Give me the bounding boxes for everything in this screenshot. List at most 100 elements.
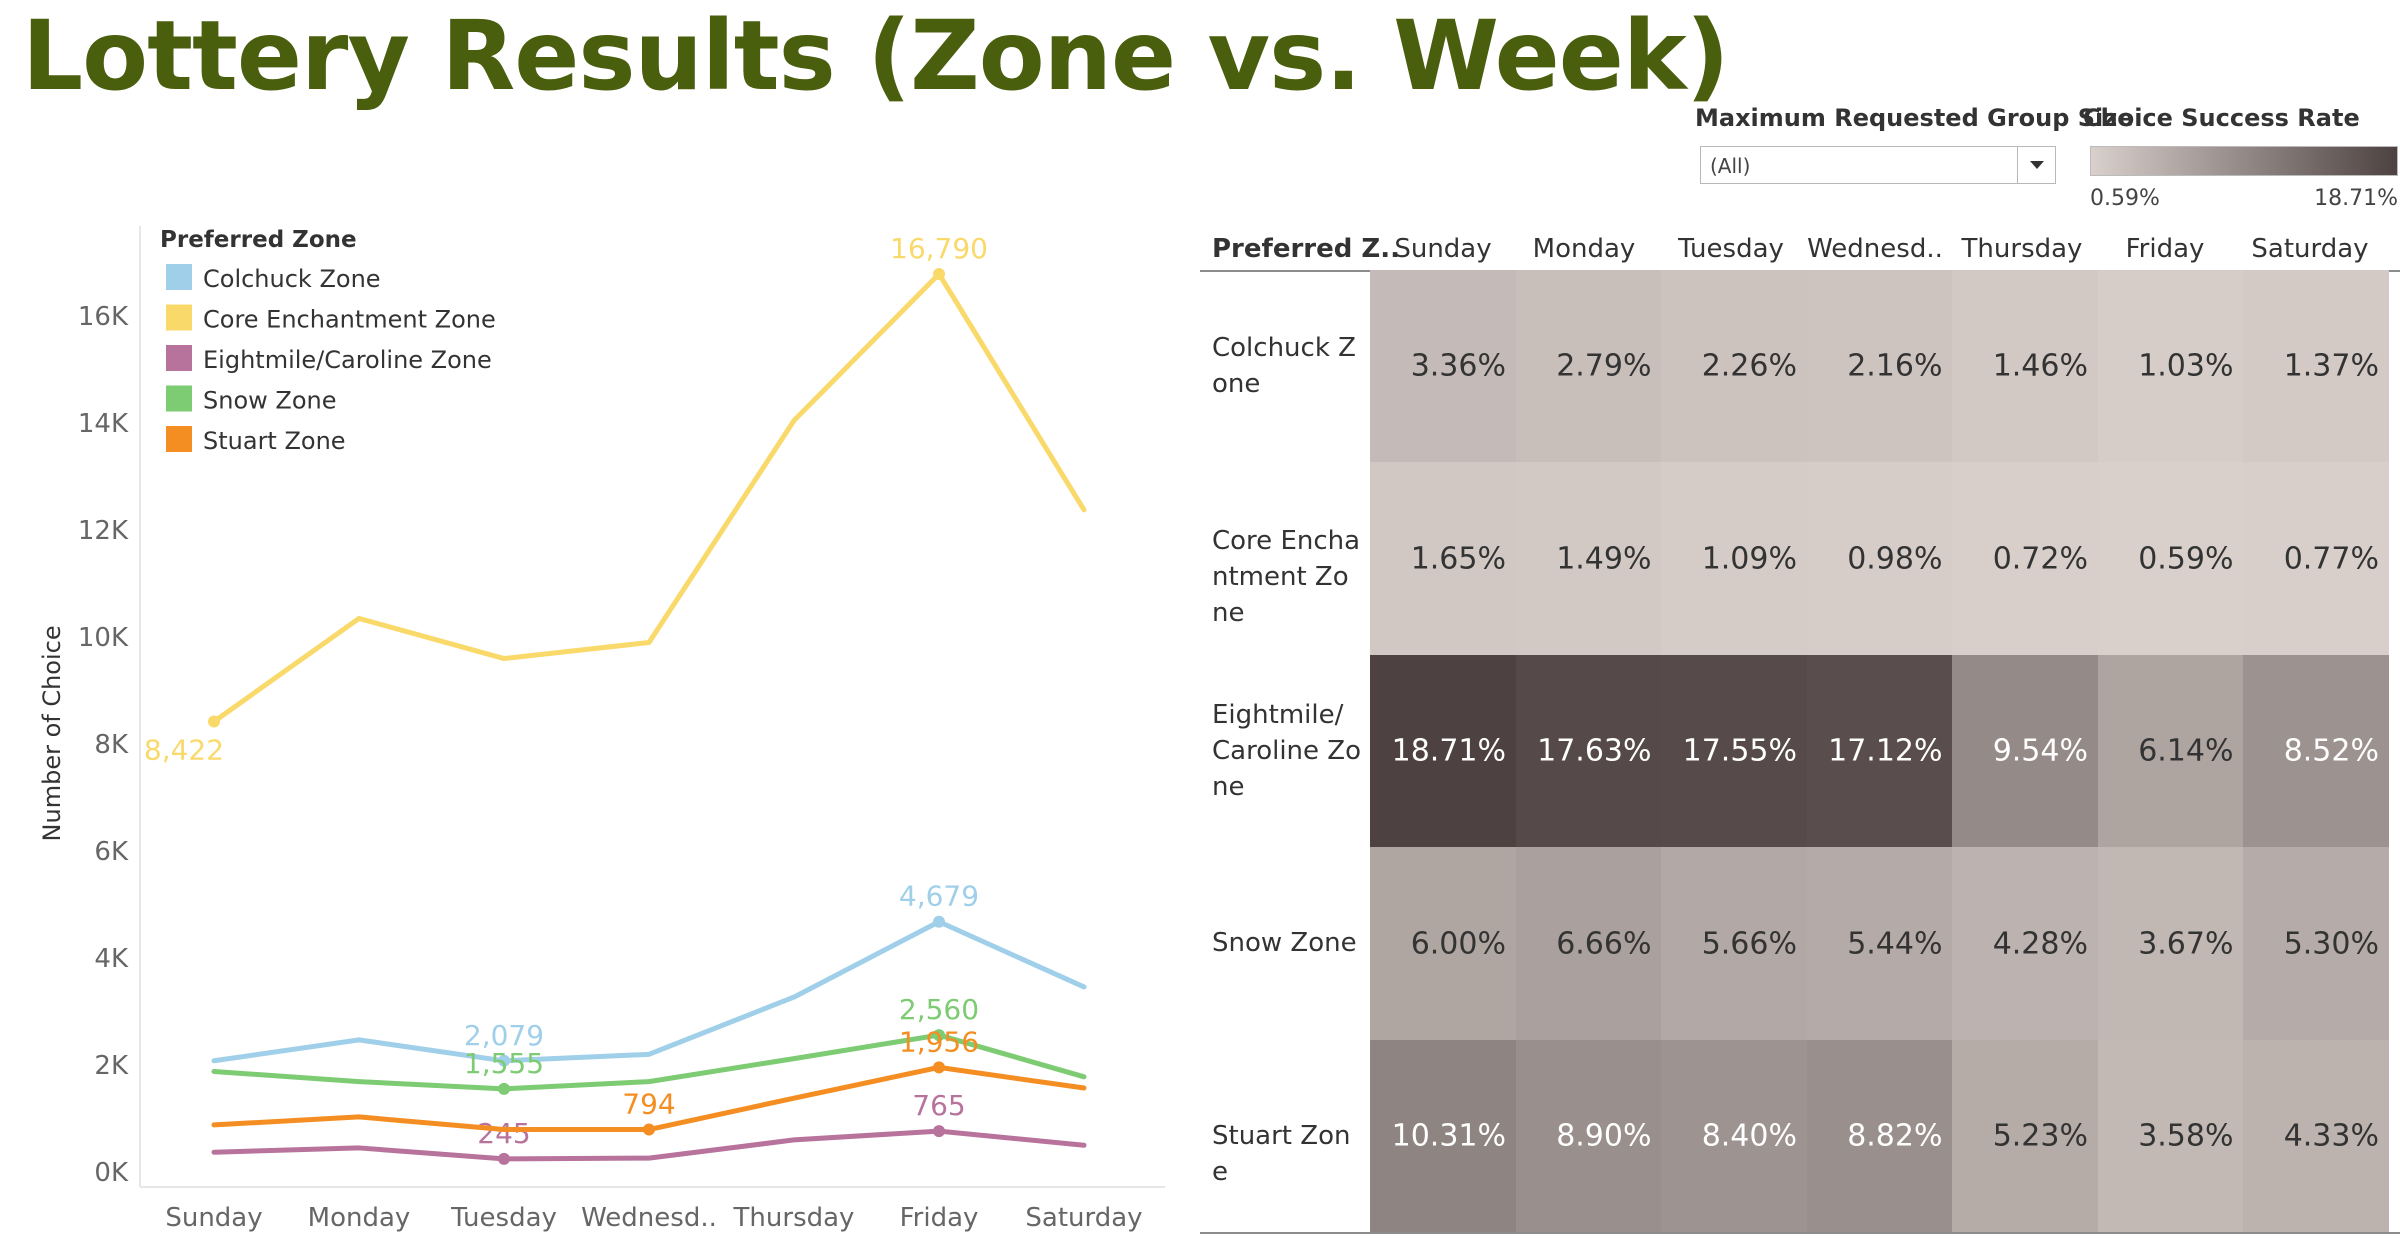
heatmap-cell[interactable]: 2.26% xyxy=(1661,270,1807,463)
y-tick-label: 2K xyxy=(94,1051,129,1081)
heatmap-cell[interactable]: 10.31% xyxy=(1370,1039,1516,1233)
y-tick-label: 10K xyxy=(78,623,129,653)
heatmap-cell-value: 1.65% xyxy=(1410,541,1506,577)
heatmap-cell[interactable]: 1.49% xyxy=(1515,462,1662,656)
data-label: 245 xyxy=(477,1117,530,1150)
heatmap-cell-value: 8.40% xyxy=(1701,1118,1797,1154)
heatmap-cell-value: 4.28% xyxy=(1992,926,2088,962)
heatmap-cell-value: 1.37% xyxy=(2283,348,2379,384)
heatmap-cell[interactable]: 1.09% xyxy=(1661,462,1807,656)
heatmap-cell[interactable]: 0.77% xyxy=(2243,462,2389,656)
heatmap-cell[interactable]: 1.37% xyxy=(2243,270,2389,463)
group-size-filter-label: Maximum Requested Group Size xyxy=(1695,104,2134,132)
heatmap-column-header: Saturday xyxy=(2251,234,2369,264)
heatmap-column-header: Friday xyxy=(2125,234,2205,264)
heatmap-cell-value: 0.77% xyxy=(2283,541,2379,577)
legend-title: Preferred Zone xyxy=(160,227,357,253)
heatmap-cell-value: 6.14% xyxy=(2138,733,2234,769)
heatmap-cell[interactable]: 0.59% xyxy=(2097,462,2244,656)
data-point xyxy=(498,1082,510,1095)
heatmap-cell-value: 8.52% xyxy=(2283,733,2379,769)
data-point xyxy=(498,1054,510,1067)
heatmap-cell[interactable]: 5.44% xyxy=(1806,847,1953,1041)
heatmap-cell[interactable]: 6.00% xyxy=(1370,847,1516,1041)
heatmap-cell[interactable]: 1.03% xyxy=(2097,270,2244,463)
data-point xyxy=(933,267,945,280)
data-label: 8,422 xyxy=(144,734,224,767)
legend-entry: Eightmile/Caroline Zone xyxy=(203,346,492,374)
heatmap-row-label: Colchuck Zone xyxy=(1212,333,1356,400)
legend-swatch xyxy=(166,385,192,412)
heatmap-cell[interactable]: 6.14% xyxy=(2097,654,2244,848)
heatmap-cell-value: 3.67% xyxy=(2138,926,2234,962)
color-legend-title: Choice Success Rate xyxy=(2083,104,2360,132)
heatmap-cell[interactable]: 9.54% xyxy=(1952,654,2098,848)
heatmap-cell-value: 6.66% xyxy=(1556,926,1652,962)
heatmap-cell[interactable]: 5.30% xyxy=(2243,847,2389,1041)
x-tick-label: Thursday xyxy=(733,1203,855,1233)
heatmap-cell[interactable]: 2.79% xyxy=(1515,270,1662,463)
heatmap-cell[interactable]: 17.55% xyxy=(1661,654,1807,848)
x-tick-label: Friday xyxy=(900,1203,979,1233)
heatmap-cell[interactable]: 0.98% xyxy=(1806,462,1953,656)
y-tick-label: 12K xyxy=(78,516,129,546)
heatmap-cell[interactable]: 5.66% xyxy=(1661,847,1807,1041)
heatmap-cell[interactable]: 1.46% xyxy=(1952,270,2098,463)
heatmap-cell[interactable]: 3.36% xyxy=(1370,270,1516,463)
heatmap-cell[interactable]: 6.66% xyxy=(1515,847,1662,1041)
heatmap-row-label: Core Enchantment Zone xyxy=(1212,525,1361,628)
heatmap-cell[interactable]: 0.72% xyxy=(1952,462,2098,656)
data-label: 16,790 xyxy=(890,232,988,265)
heatmap-row-header: Preferred Z.. xyxy=(1212,234,1401,264)
heatmap-cell-value: 2.79% xyxy=(1556,348,1652,384)
y-tick-label: 16K xyxy=(78,302,129,332)
data-point xyxy=(208,715,220,728)
heatmap-cell[interactable]: 4.33% xyxy=(2243,1039,2389,1233)
heatmap-cell[interactable]: 3.58% xyxy=(2097,1039,2244,1233)
legend-entry: Snow Zone xyxy=(203,387,337,415)
heatmap-cell[interactable]: 2.16% xyxy=(1806,270,1953,463)
heatmap-cell-value: 17.55% xyxy=(1682,733,1797,769)
data-label: 2,079 xyxy=(464,1019,544,1052)
data-point xyxy=(643,1123,655,1136)
legend-entry: Colchuck Zone xyxy=(203,265,381,293)
heatmap-cell-value: 5.66% xyxy=(1701,926,1797,962)
heatmap-cell-value: 9.54% xyxy=(1992,733,2088,769)
color-legend-max: 18.71% xyxy=(2314,186,2398,211)
heatmap-cell[interactable]: 8.82% xyxy=(1806,1039,1953,1233)
color-legend-ramp xyxy=(2090,146,2398,176)
legend-swatch xyxy=(166,426,192,452)
page-title: Lottery Results (Zone vs. Week) xyxy=(22,0,1730,112)
heatmap-cell[interactable]: 8.52% xyxy=(2243,654,2389,848)
heatmap-cell[interactable]: 17.12% xyxy=(1806,654,1953,848)
heatmap-cell[interactable]: 4.28% xyxy=(1952,847,2098,1041)
y-tick-label: 14K xyxy=(78,409,129,439)
heatmap-cell[interactable]: 3.67% xyxy=(2097,847,2244,1041)
heatmap-cell-value: 1.09% xyxy=(1701,541,1797,577)
y-tick-label: 6K xyxy=(94,837,129,867)
y-tick-label: 0K xyxy=(94,1158,129,1188)
heatmap-cell-value: 4.33% xyxy=(2283,1118,2379,1154)
heatmap-cell[interactable]: 5.23% xyxy=(1952,1039,2098,1233)
heatmap-column-header: Wednesd.. xyxy=(1807,234,1943,264)
heatmap-cell[interactable]: 1.65% xyxy=(1370,462,1516,656)
x-tick-label: Tuesday xyxy=(450,1203,557,1233)
heatmap-cell-value: 6.00% xyxy=(1410,926,1506,962)
chevron-down-icon[interactable] xyxy=(2017,147,2055,183)
x-tick-label: Saturday xyxy=(1025,1203,1142,1233)
heatmap-cell-value: 0.59% xyxy=(2138,541,2234,577)
heatmap-column-header: Monday xyxy=(1532,234,1636,264)
heatmap-cell[interactable]: 17.63% xyxy=(1515,654,1662,848)
data-label: 4,679 xyxy=(899,880,979,913)
heatmap-cell-value: 17.63% xyxy=(1537,733,1652,769)
heatmap-cell[interactable]: 8.40% xyxy=(1661,1039,1807,1233)
group-size-filter-dropdown[interactable]: (All) xyxy=(1700,146,2056,184)
heatmap-cell-value: 5.23% xyxy=(1992,1118,2088,1154)
heatmap-cell-value: 18.71% xyxy=(1391,733,1506,769)
heatmap-cell[interactable]: 18.71% xyxy=(1370,654,1516,848)
legend-swatch xyxy=(166,345,192,371)
heatmap-row-label: Eightmile/ Caroline Zone xyxy=(1212,700,1362,802)
series-line xyxy=(211,271,1087,725)
data-point xyxy=(933,1029,945,1042)
heatmap-cell[interactable]: 8.90% xyxy=(1515,1039,1662,1233)
